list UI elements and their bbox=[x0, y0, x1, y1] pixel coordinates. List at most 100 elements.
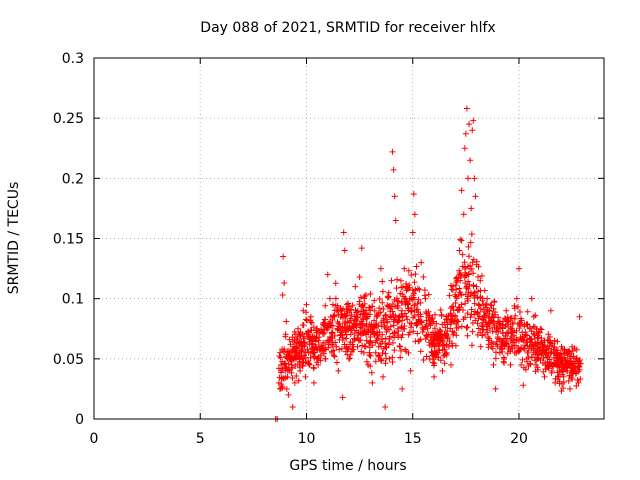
data-point bbox=[279, 375, 286, 382]
data-point bbox=[566, 348, 573, 355]
data-point bbox=[325, 341, 332, 348]
data-point bbox=[447, 310, 454, 317]
data-point bbox=[545, 337, 552, 344]
data-point bbox=[494, 334, 501, 341]
data-point bbox=[291, 328, 298, 335]
data-point bbox=[306, 360, 313, 367]
data-point bbox=[437, 307, 444, 314]
data-point bbox=[513, 295, 520, 302]
data-point bbox=[486, 313, 493, 320]
data-point bbox=[492, 385, 499, 392]
data-point bbox=[349, 346, 356, 353]
data-point bbox=[433, 331, 440, 338]
data-point bbox=[430, 338, 437, 345]
y-tick-label: 0 bbox=[75, 412, 84, 428]
data-point bbox=[285, 366, 292, 373]
x-tick-label: 10 bbox=[298, 431, 316, 447]
data-point bbox=[428, 343, 435, 350]
data-point bbox=[379, 288, 386, 295]
data-point bbox=[366, 304, 372, 311]
data-point bbox=[577, 375, 584, 382]
data-point bbox=[459, 251, 466, 258]
chart-title: Day 088 of 2021, SRMTID for receiver hlf… bbox=[200, 20, 495, 36]
data-point bbox=[548, 369, 555, 376]
data-point bbox=[483, 300, 490, 307]
data-point bbox=[550, 361, 556, 368]
data-point bbox=[561, 346, 568, 353]
data-point bbox=[518, 361, 525, 368]
data-point bbox=[342, 313, 349, 320]
data-point bbox=[310, 364, 317, 371]
data-point bbox=[367, 337, 374, 344]
data-point bbox=[313, 343, 320, 350]
x-axis-label: GPS time / hours bbox=[289, 458, 406, 474]
data-point bbox=[423, 317, 430, 324]
data-point bbox=[429, 359, 436, 366]
data-point bbox=[538, 326, 545, 333]
data-point bbox=[528, 335, 535, 342]
data-point bbox=[454, 277, 461, 284]
data-point bbox=[496, 349, 503, 356]
data-point bbox=[369, 342, 376, 349]
data-point bbox=[278, 361, 284, 368]
data-point bbox=[429, 349, 436, 356]
data-point bbox=[460, 316, 467, 323]
data-point bbox=[452, 313, 459, 320]
data-point bbox=[293, 339, 300, 346]
data-point bbox=[467, 157, 474, 164]
data-point bbox=[486, 335, 493, 342]
data-point bbox=[335, 367, 342, 374]
data-point bbox=[379, 299, 386, 306]
data-point bbox=[408, 295, 415, 302]
data-point bbox=[408, 324, 415, 331]
data-point bbox=[322, 355, 329, 362]
data-point bbox=[532, 312, 539, 319]
data-point bbox=[564, 361, 571, 368]
data-point bbox=[502, 339, 509, 346]
data-point bbox=[356, 274, 363, 281]
data-point bbox=[415, 309, 422, 316]
data-point bbox=[488, 343, 495, 350]
data-point bbox=[424, 325, 431, 332]
data-point bbox=[440, 352, 447, 359]
data-point bbox=[408, 307, 415, 314]
data-point bbox=[532, 368, 539, 375]
data-point bbox=[318, 343, 325, 350]
data-point bbox=[523, 338, 530, 345]
data-point bbox=[544, 358, 551, 365]
data-point bbox=[344, 351, 351, 358]
data-point bbox=[339, 323, 346, 330]
data-point bbox=[483, 327, 490, 334]
data-point bbox=[470, 270, 477, 277]
y-tick-label: 0.25 bbox=[53, 111, 84, 127]
data-point bbox=[420, 326, 427, 333]
data-point bbox=[283, 386, 290, 393]
data-point bbox=[384, 319, 391, 326]
data-point bbox=[452, 282, 459, 289]
data-point bbox=[279, 346, 286, 353]
data-point bbox=[481, 306, 488, 313]
data-point bbox=[387, 305, 394, 312]
data-point bbox=[496, 320, 503, 327]
data-point bbox=[376, 305, 383, 312]
data-point bbox=[441, 360, 448, 367]
data-point bbox=[423, 332, 430, 339]
data-point bbox=[403, 280, 410, 287]
data-point bbox=[336, 327, 343, 334]
data-point bbox=[502, 332, 509, 339]
data-point bbox=[493, 338, 500, 345]
data-point bbox=[514, 304, 521, 311]
data-point bbox=[410, 190, 417, 197]
data-point bbox=[416, 337, 423, 344]
data-point bbox=[568, 360, 575, 367]
data-point bbox=[286, 336, 293, 343]
data-point bbox=[445, 343, 452, 350]
data-point bbox=[337, 304, 344, 311]
data-point bbox=[354, 335, 361, 342]
data-point bbox=[312, 353, 318, 360]
data-point bbox=[395, 298, 402, 305]
data-point bbox=[331, 353, 338, 360]
data-point bbox=[332, 302, 339, 309]
data-point bbox=[302, 373, 309, 380]
data-point bbox=[417, 299, 424, 306]
